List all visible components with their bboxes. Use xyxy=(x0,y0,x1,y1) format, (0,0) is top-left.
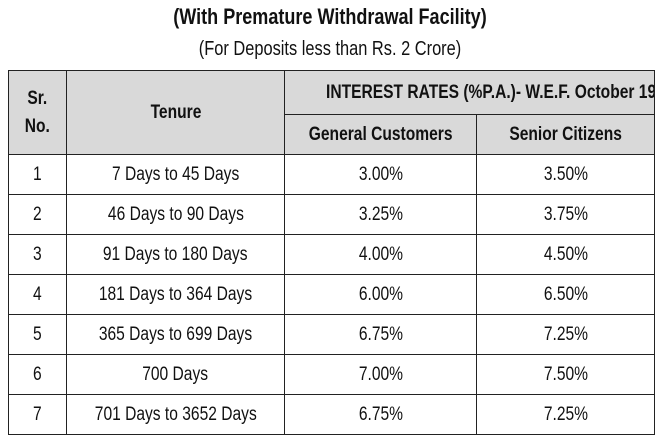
cell-general-rate: 6.00% xyxy=(284,274,477,315)
cell-tenure: 701 Days to 3652 Days xyxy=(66,394,285,435)
cell-general-rate: 3.00% xyxy=(284,154,477,195)
table-row: 7 701 Days to 3652 Days 6.75% 7.25% xyxy=(8,394,655,435)
table-row: 3 91 Days to 180 Days 4.00% 4.50% xyxy=(8,234,655,275)
cell-tenure: 365 Days to 699 Days xyxy=(66,314,285,355)
header-general-customers: General Customers xyxy=(284,114,477,155)
cell-senior-rate: 3.75% xyxy=(476,194,655,235)
header-tenure-label: Tenure xyxy=(150,101,201,123)
cell-tenure: 7 Days to 45 Days xyxy=(66,154,285,195)
cell-sr: 4 xyxy=(8,274,67,315)
interest-rates-table: Sr. No. Tenure INTEREST RATES (%P.A.)- W… xyxy=(8,70,655,435)
cell-sr: 7 xyxy=(8,394,67,435)
header-sr-line2: No. xyxy=(24,115,51,137)
cell-senior-rate: 7.50% xyxy=(476,354,655,395)
cell-tenure: 91 Days to 180 Days xyxy=(66,234,285,275)
header-senior-citizens: Senior Citizens xyxy=(476,114,655,155)
cell-general-rate: 6.75% xyxy=(284,314,477,355)
table-body: 1 7 Days to 45 Days 3.00% 3.50% 2 46 Day… xyxy=(8,154,655,435)
cell-sr: 5 xyxy=(8,314,67,355)
cell-tenure: 181 Days to 364 Days xyxy=(66,274,285,315)
cell-senior-rate: 3.50% xyxy=(476,154,655,195)
header-general-label: General Customers xyxy=(308,123,453,145)
cell-senior-rate: 6.50% xyxy=(476,274,655,315)
cell-sr: 2 xyxy=(8,194,67,235)
cell-general-rate: 3.25% xyxy=(284,194,477,235)
header-senior-label: Senior Citizens xyxy=(509,123,622,145)
cell-sr: 6 xyxy=(8,354,67,395)
cell-tenure: 700 Days xyxy=(66,354,285,395)
cell-senior-rate: 7.25% xyxy=(476,314,655,355)
header-interest-rates: INTEREST RATES (%P.A.)- W.E.F. October 1… xyxy=(284,70,655,115)
document-subtitle: (For Deposits less than Rs. 2 Crore) xyxy=(198,38,462,60)
table-row: 4 181 Days to 364 Days 6.00% 6.50% xyxy=(8,274,655,315)
cell-sr: 1 xyxy=(8,154,67,195)
table-subheader-row: General Customers Senior Citizens xyxy=(9,114,655,155)
cell-senior-rate: 4.50% xyxy=(476,234,655,275)
table-row: 1 7 Days to 45 Days 3.00% 3.50% xyxy=(8,154,655,195)
document-title: (With Premature Withdrawal Facility) xyxy=(173,4,487,29)
table-row: 2 46 Days to 90 Days 3.25% 3.75% xyxy=(8,194,655,235)
cell-tenure: 46 Days to 90 Days xyxy=(66,194,285,235)
header-interest-rates-label: INTEREST RATES (%P.A.)- W.E.F. October 1… xyxy=(325,81,654,103)
table-header-row: Sr. No. Tenure INTEREST RATES (%P.A.)- W… xyxy=(8,70,655,155)
cell-general-rate: 4.00% xyxy=(284,234,477,275)
header-sr-no: Sr. No. xyxy=(8,70,67,155)
header-tenure: Tenure xyxy=(66,70,285,155)
cell-general-rate: 7.00% xyxy=(284,354,477,395)
table-row: 5 365 Days to 699 Days 6.75% 7.25% xyxy=(8,314,655,355)
cell-sr: 3 xyxy=(8,234,67,275)
cell-senior-rate: 7.25% xyxy=(476,394,655,435)
header-sr-line1: Sr. xyxy=(27,87,48,109)
cell-general-rate: 6.75% xyxy=(284,394,477,435)
table-row: 6 700 Days 7.00% 7.50% xyxy=(8,354,655,395)
